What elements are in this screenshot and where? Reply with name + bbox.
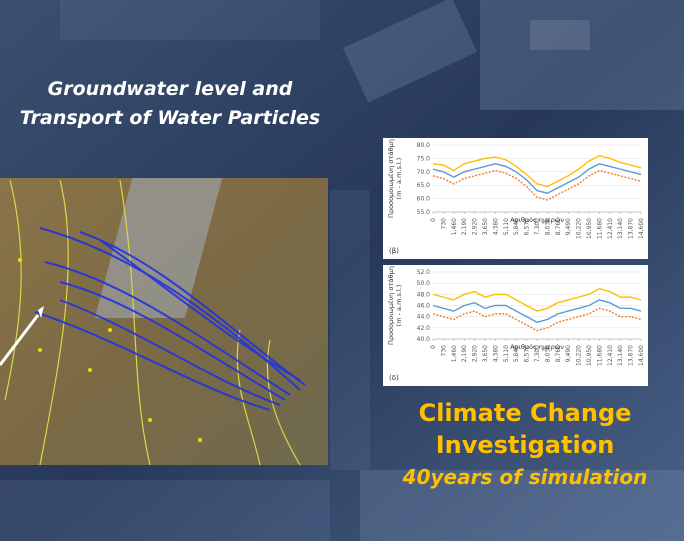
series-line <box>432 299 642 323</box>
x-tick-label: 1,460 <box>451 218 458 235</box>
x-tick-label: 0 <box>430 345 437 349</box>
y-tick-label: 52.0 <box>417 269 431 276</box>
x-axis-label: Αριθμός ημερών <box>510 216 564 224</box>
caption-line: Climate Change <box>419 399 632 427</box>
x-tick-label: 10,950 <box>586 218 593 239</box>
y-tick-label: 60.0 <box>417 196 431 203</box>
x-tick-label: 2,190 <box>461 218 468 235</box>
x-tick-label: 6,570 <box>524 218 531 235</box>
x-tick-label: 1,460 <box>451 345 458 362</box>
x-tick-label: 730 <box>440 345 447 357</box>
series-line <box>432 163 642 194</box>
x-tick-label: 13,140 <box>617 218 624 239</box>
x-tick-label: 10,220 <box>576 218 583 239</box>
x-tick-label: 8,030 <box>544 345 551 362</box>
x-tick-label: 12,410 <box>607 218 614 239</box>
x-tick-label: 13,140 <box>617 345 624 366</box>
x-tick-label: 11,680 <box>596 345 603 366</box>
y-tick-label: 44.0 <box>417 314 431 321</box>
x-tick-label: 3,650 <box>482 218 489 235</box>
x-tick-label: 2,920 <box>472 218 479 235</box>
title-line: Groundwater level and <box>48 78 293 100</box>
series-line <box>432 169 642 201</box>
x-axis-label: Αριθμός ημερών <box>510 343 564 351</box>
x-tick-label: 9,490 <box>565 345 572 362</box>
series-line <box>432 307 642 332</box>
y-axis-label: (m - a.m.s.l.) <box>395 158 403 200</box>
x-tick-label: 5,840 <box>513 218 520 235</box>
x-tick-label: 4,380 <box>492 218 499 235</box>
series-line <box>432 154 642 188</box>
y-axis-label: Προσομοιωμένη στάθμη <box>387 139 395 218</box>
x-tick-label: 730 <box>440 218 447 230</box>
x-tick-label: 13,870 <box>628 345 635 366</box>
x-tick-label: 2,190 <box>461 345 468 362</box>
y-tick-label: 80.0 <box>417 142 431 149</box>
panel-label: (β) <box>389 247 399 255</box>
x-tick-label: 0 <box>430 218 437 222</box>
y-tick-label: 70.0 <box>417 169 431 176</box>
y-tick-label: 42.0 <box>417 325 431 332</box>
x-tick-label: 10,950 <box>586 345 593 366</box>
panel-label: (δ) <box>389 374 399 382</box>
y-tick-label: 50.0 <box>417 280 431 287</box>
x-tick-label: 5,110 <box>503 218 510 235</box>
x-tick-label: 5,110 <box>503 345 510 362</box>
y-tick-label: 48.0 <box>417 291 431 298</box>
x-tick-label: 3,650 <box>482 345 489 362</box>
y-axis-label: Προσομοιωμένη στάθμη <box>387 266 395 345</box>
x-tick-label: 9,490 <box>565 218 572 235</box>
map-image <box>0 178 328 466</box>
x-tick-label: 2,920 <box>472 345 479 362</box>
chart-panel <box>383 265 648 386</box>
x-tick-label: 7,300 <box>534 345 541 362</box>
series-line <box>432 288 642 312</box>
x-tick-label: 4,380 <box>492 345 499 362</box>
caption-line: Investigation <box>436 431 615 459</box>
x-tick-label: 6,570 <box>524 345 531 362</box>
x-tick-label: 8,760 <box>555 218 562 235</box>
x-tick-label: 8,760 <box>555 345 562 362</box>
x-tick-label: 10,220 <box>576 345 583 366</box>
y-tick-label: 55.0 <box>417 209 431 216</box>
x-tick-label: 14,600 <box>638 218 645 239</box>
x-tick-label: 7,300 <box>534 218 541 235</box>
y-axis-label: (m - a.m.s.l.) <box>395 285 403 327</box>
x-tick-label: 14,600 <box>638 345 645 366</box>
y-tick-label: 40.0 <box>417 336 431 343</box>
title-line: Transport of Water Particles <box>20 107 320 129</box>
x-tick-label: 13,870 <box>628 218 635 239</box>
x-tick-label: 5,840 <box>513 345 520 362</box>
y-tick-label: 75.0 <box>417 155 431 162</box>
y-tick-label: 65.0 <box>417 182 431 189</box>
x-tick-label: 11,680 <box>596 218 603 239</box>
y-tick-label: 46.0 <box>417 303 431 310</box>
x-tick-label: 12,410 <box>607 345 614 366</box>
caption-subtitle: 40years of simulation <box>402 465 648 489</box>
x-tick-label: 8,030 <box>544 218 551 235</box>
